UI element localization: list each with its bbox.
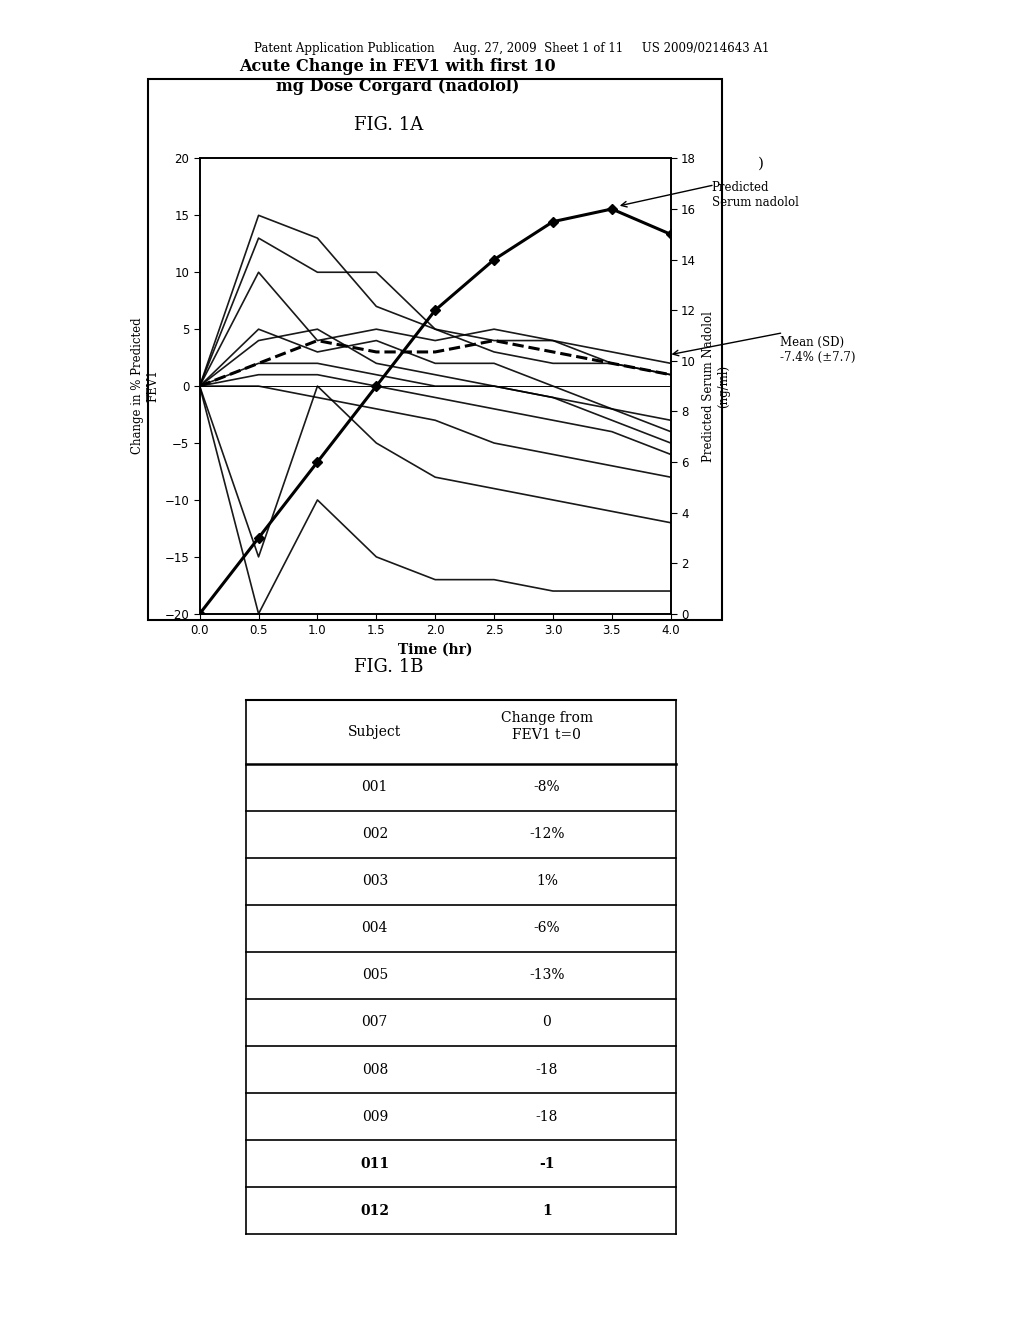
Text: 1: 1 — [542, 1204, 552, 1217]
Text: 008: 008 — [361, 1063, 388, 1077]
Text: 003: 003 — [361, 874, 388, 888]
Text: -18: -18 — [536, 1110, 558, 1123]
Text: Change from
FEV1 t=0: Change from FEV1 t=0 — [501, 710, 593, 742]
Text: 011: 011 — [360, 1156, 389, 1171]
Text: Predicted
Serum nadolol: Predicted Serum nadolol — [712, 181, 799, 210]
Text: 1%: 1% — [536, 874, 558, 888]
Text: ): ) — [758, 157, 764, 170]
Y-axis label: Predicted Serum Nadolol
(ng/ml): Predicted Serum Nadolol (ng/ml) — [701, 310, 730, 462]
Text: Subject: Subject — [348, 725, 401, 739]
Text: 005: 005 — [361, 969, 388, 982]
Text: -18: -18 — [536, 1063, 558, 1077]
Text: 001: 001 — [361, 780, 388, 795]
Text: 012: 012 — [360, 1204, 389, 1217]
Text: Patent Application Publication     Aug. 27, 2009  Sheet 1 of 11     US 2009/0214: Patent Application Publication Aug. 27, … — [254, 42, 770, 55]
Text: 007: 007 — [361, 1015, 388, 1030]
Text: FIG. 1B: FIG. 1B — [354, 657, 424, 676]
Text: -1: -1 — [539, 1156, 555, 1171]
Text: 009: 009 — [361, 1110, 388, 1123]
Y-axis label: Change in % Predicted
FEV1: Change in % Predicted FEV1 — [131, 318, 159, 454]
Text: -13%: -13% — [529, 969, 564, 982]
Text: Mean (SD)
-7.4% (±7.7): Mean (SD) -7.4% (±7.7) — [780, 335, 856, 364]
Text: FIG. 1A: FIG. 1A — [354, 116, 424, 135]
Text: -6%: -6% — [534, 921, 560, 936]
Text: Acute Change in FEV1 with first 10
mg Dose Corgard (nadolol): Acute Change in FEV1 with first 10 mg Do… — [240, 58, 556, 95]
Text: -8%: -8% — [534, 780, 560, 795]
Text: 004: 004 — [361, 921, 388, 936]
Text: 0: 0 — [543, 1015, 551, 1030]
Text: -12%: -12% — [529, 828, 564, 841]
Text: 002: 002 — [361, 828, 388, 841]
X-axis label: Time (hr): Time (hr) — [398, 643, 472, 657]
